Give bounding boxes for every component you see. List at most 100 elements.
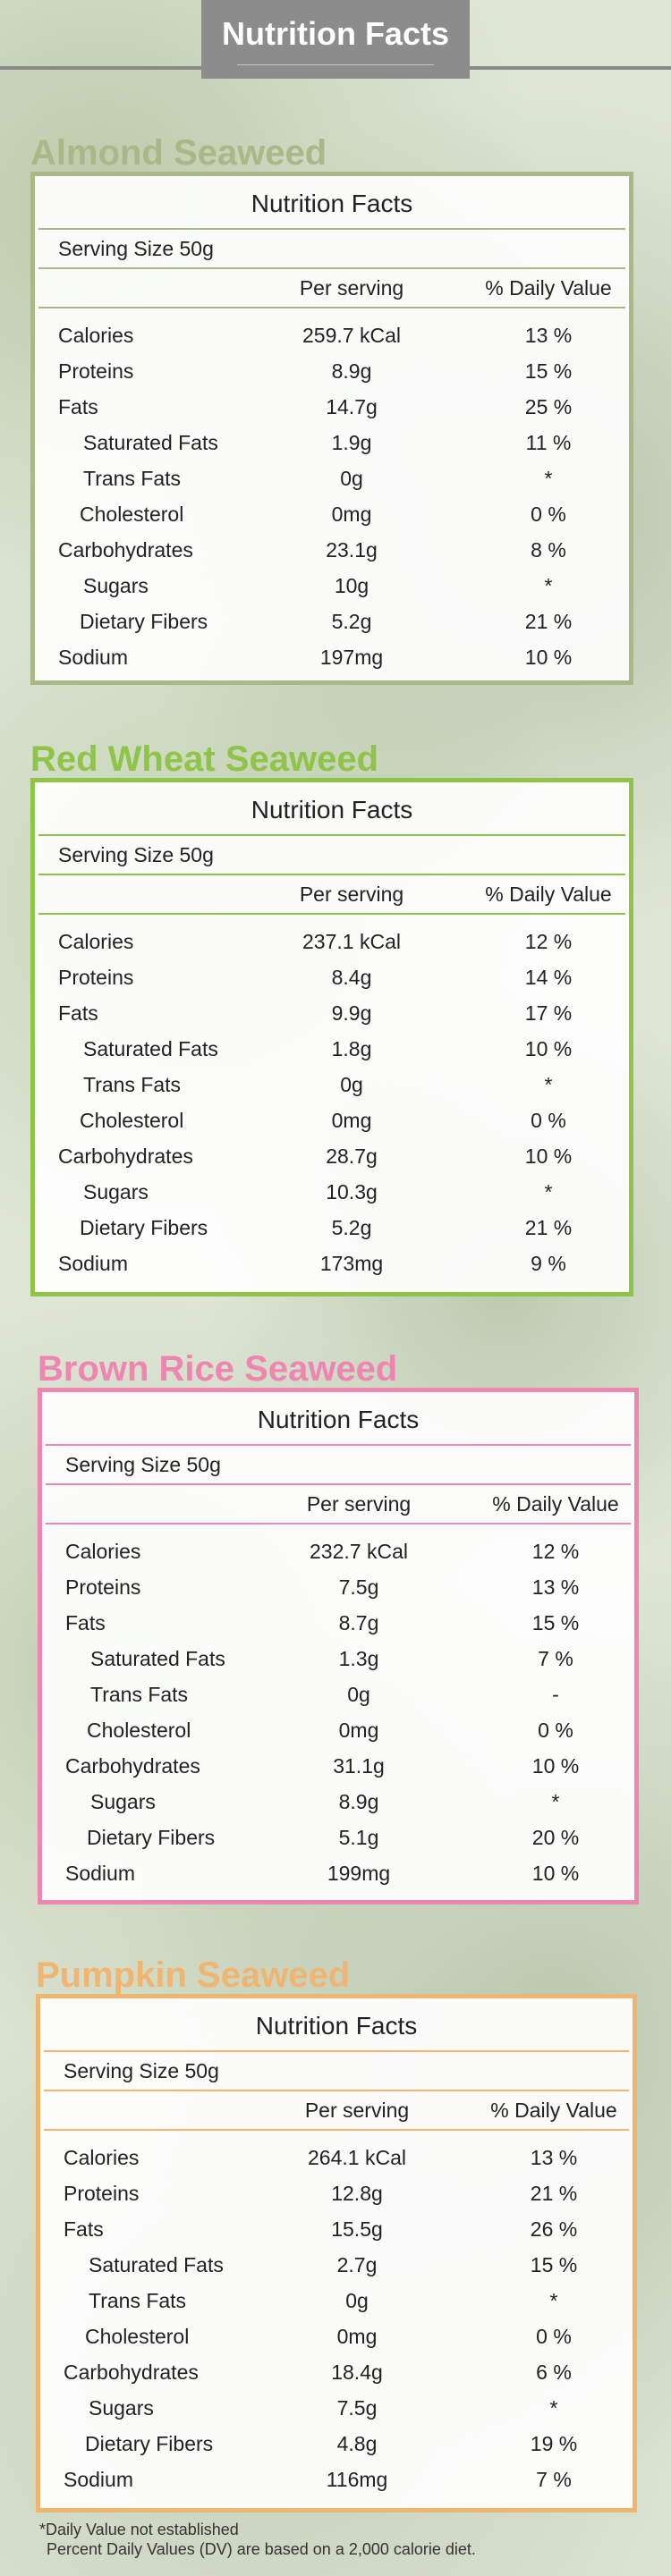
nutrient-row: Sugars 10g *	[38, 568, 625, 604]
nutrient-row: Saturated Fats 1.3g 7 %	[46, 1641, 631, 1677]
nutrient-label: Carbohydrates	[58, 1144, 193, 1168]
per-serving-value: 1.3g	[338, 1647, 379, 1670]
daily-value-percent: 14 %	[524, 966, 573, 989]
per-serving-value: 7.5g	[338, 1575, 379, 1599]
per-serving-value: 10g	[334, 574, 369, 597]
daily-value-percent: 7 %	[536, 2468, 572, 2491]
nutrient-rows: Calories 237.1 kCal 12 % Proteins 8.4g 14 % Fa…	[38, 915, 625, 1281]
daily-value-percent: 8 %	[531, 538, 566, 562]
nutrient-row: Calories 237.1 kCal 12 %	[38, 924, 625, 959]
per-serving-value: 1.8g	[331, 1037, 372, 1060]
nutrient-row: Dietary Fibers 5.1g 20 %	[46, 1820, 631, 1855]
daily-value-percent: 25 %	[524, 395, 573, 418]
panel-heading: Nutrition Facts	[38, 786, 625, 836]
serving-size: Serving Size 50g	[44, 2052, 629, 2091]
nutrient-label: Sugars	[83, 574, 149, 597]
nutrient-label: Sugars	[89, 2396, 154, 2420]
per-serving-value: 0g	[347, 1683, 370, 1706]
nutrient-label: Dietary Fibers	[85, 2432, 214, 2455]
nutrient-label: Trans Fats	[90, 1683, 189, 1706]
nutrient-row: Saturated Fats 2.7g 15 %	[44, 2247, 629, 2283]
nutrient-label: Sodium	[64, 2468, 133, 2491]
per-serving-value: 237.1 kCal	[302, 930, 401, 953]
nutrient-row: Proteins 7.5g 13 %	[46, 1569, 631, 1605]
nutrient-label: Trans Fats	[83, 1073, 182, 1096]
per-serving-value: 14.7g	[326, 395, 378, 418]
per-serving-value: 8.9g	[331, 359, 372, 383]
nutrient-label: Proteins	[64, 2182, 140, 2205]
daily-value-percent: 21 %	[530, 2182, 578, 2205]
per-serving-value: 7.5g	[336, 2396, 378, 2420]
nutrient-row: Trans Fats 0g -	[46, 1677, 631, 1712]
nutrient-label: Fats	[58, 395, 98, 418]
per-serving-value: 259.7 kCal	[302, 324, 401, 347]
daily-value-percent: 0 %	[531, 503, 566, 526]
nutrient-row: Sodium 173mg 9 %	[38, 1246, 625, 1281]
per-serving-value: 8.7g	[338, 1611, 379, 1634]
nutrient-label: Proteins	[65, 1575, 141, 1599]
nutrient-label: Sugars	[83, 1180, 149, 1204]
daily-value-percent: 15 %	[524, 359, 573, 383]
red-wheat-seaweed-nutrition-panel: Nutrition Facts Serving Size 50g Per servi…	[30, 778, 633, 1296]
daily-value-percent: 0 %	[538, 1719, 573, 1742]
nutrient-label: Calories	[58, 324, 134, 347]
daily-value-percent: *	[544, 1180, 553, 1204]
daily-value-percent: 6 %	[536, 2361, 572, 2384]
nutrient-label: Sodium	[65, 1862, 135, 1885]
per-serving-value: 0g	[340, 467, 363, 490]
daily-value-percent: 19 %	[530, 2432, 578, 2455]
per-serving-header: Per serving	[306, 1492, 412, 1516]
footnote: *Daily Value not established Percent Dai…	[39, 2520, 476, 2559]
daily-value-percent: 10 %	[524, 646, 573, 669]
nutrient-row: Proteins 8.4g 14 %	[38, 959, 625, 995]
nutrient-label: Dietary Fibers	[87, 1826, 216, 1849]
serving-size: Serving Size 50g	[38, 836, 625, 875]
daily-value-percent: 10 %	[524, 1037, 573, 1060]
nutrient-label: Fats	[58, 1001, 98, 1025]
panel-heading: Nutrition Facts	[44, 2002, 629, 2052]
nutrient-label: Saturated Fats	[89, 2253, 224, 2276]
nutrient-rows: Calories 264.1 kCal 13 % Proteins 12.8g 21 % F…	[44, 2131, 629, 2497]
daily-value-percent: 17 %	[524, 1001, 573, 1025]
nutrient-row: Proteins 8.9g 15 %	[38, 353, 625, 389]
nutrient-label: Carbohydrates	[65, 1754, 200, 1778]
daily-value-percent: *	[544, 467, 553, 490]
nutrient-label: Cholesterol	[80, 503, 184, 526]
nutrient-label: Saturated Fats	[83, 1037, 218, 1060]
per-serving-value: 0mg	[338, 1719, 379, 1742]
nutrient-row: Carbohydrates 28.7g 10 %	[38, 1138, 625, 1174]
nutrient-row: Sugars 7.5g *	[44, 2390, 629, 2426]
daily-value-percent: 12 %	[531, 1540, 580, 1563]
daily-value-percent: 9 %	[531, 1252, 566, 1275]
nutrient-row: Trans Fats 0g *	[38, 1067, 625, 1102]
pumpkin-seaweed-nutrition-panel: Nutrition Facts Serving Size 50g Per servi…	[36, 1994, 637, 2513]
per-serving-value: 12.8g	[331, 2182, 383, 2205]
daily-value-percent: 10 %	[531, 1754, 580, 1778]
nutrient-label: Carbohydrates	[58, 538, 193, 562]
red-wheat-seaweed-title: Red Wheat Seaweed	[30, 739, 379, 779]
per-serving-value: 5.1g	[338, 1826, 379, 1849]
nutrient-label: Cholesterol	[87, 1719, 191, 1742]
nutrient-row: Saturated Fats 1.9g 11 %	[38, 425, 625, 460]
per-serving-value: 116mg	[326, 2468, 388, 2491]
per-serving-value: 10.3g	[326, 1180, 378, 1204]
daily-value-percent: 21 %	[524, 610, 573, 633]
daily-value-percent: 11 %	[525, 431, 572, 454]
nutrient-row: Sodium 197mg 10 %	[38, 639, 625, 675]
per-serving-value: 2.7g	[336, 2253, 378, 2276]
daily-value-percent: 0 %	[531, 1109, 566, 1132]
nutrient-row: Fats 14.7g 25 %	[38, 389, 625, 425]
daily-value-percent: *	[549, 2289, 558, 2312]
daily-value-percent: *	[551, 1790, 560, 1813]
nutrient-label: Sodium	[58, 1252, 128, 1275]
per-serving-value: 15.5g	[331, 2217, 383, 2241]
almond-seaweed-nutrition-panel: Nutrition Facts Serving Size 50g Per servi…	[30, 172, 633, 685]
per-serving-header: Per serving	[299, 276, 404, 300]
daily-value-percent: 7 %	[538, 1647, 573, 1670]
footnote-line-2: Percent Daily Values (DV) are based on a…	[47, 2540, 476, 2558]
daily-value-percent: 15 %	[531, 1611, 580, 1634]
per-serving-value: 199mg	[327, 1862, 391, 1885]
per-serving-value: 1.9g	[331, 431, 372, 454]
nutrient-row: Fats 8.7g 15 %	[46, 1605, 631, 1641]
nutrient-row: Proteins 12.8g 21 %	[44, 2175, 629, 2211]
